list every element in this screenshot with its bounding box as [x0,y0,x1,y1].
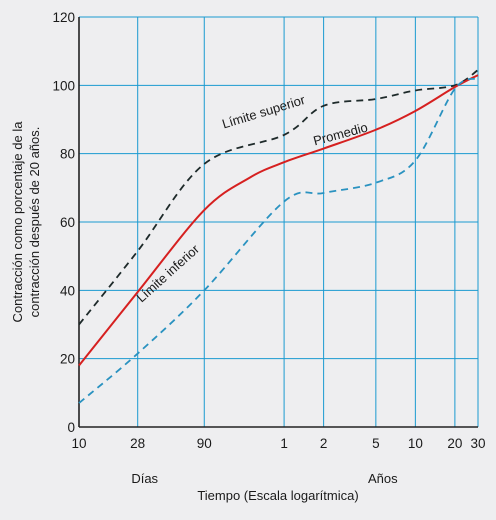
y-tick-label-4: 80 [60,147,75,162]
y-tick-label-6: 120 [52,10,75,25]
x-tick-label-6: 10 [408,436,423,451]
series-line-lower [78,77,479,404]
x-tick-label-3: 1 [280,436,288,451]
y-axis-title-line-2: contracción después de 20 años. [27,127,42,318]
y-axis-title-line-1: Contracción como porcentaje de la [10,121,25,323]
y-tick-label-1: 20 [60,352,75,367]
x-group-label-0: Días [131,471,158,486]
y-tick-label-2: 40 [60,283,75,298]
x-tick-label-2: 90 [197,436,212,451]
x-tick-label-4: 2 [320,436,328,451]
x-tick-label-0: 10 [71,436,86,451]
y-tick-label-3: 60 [60,215,75,230]
series-line-upper [78,69,479,326]
y-tick-label-0: 0 [67,420,75,435]
horizontal-gridlines [79,16,478,360]
annotation-lower: Límite inferior [134,241,203,305]
x-group-labels: Días Años [131,471,398,486]
x-axis-title: Tiempo (Escala logarítmica) [197,488,358,503]
x-tick-label-1: 28 [130,436,145,451]
x-tick-label-5: 5 [372,436,380,451]
x-tick-label-7: 20 [447,436,462,451]
y-tick-labels: 0 20 40 60 80 100 120 [52,10,75,435]
x-group-label-1: Años [368,471,398,486]
annotation-average: Promedio [312,120,370,149]
series-layer [78,69,479,404]
x-tick-labels: 10 28 90 1 2 5 10 20 30 [71,436,485,451]
y-tick-label-5: 100 [52,78,75,93]
annotation-upper: Límite superior [220,92,307,132]
series-line-average [78,74,479,367]
x-tick-label-8: 30 [470,436,485,451]
